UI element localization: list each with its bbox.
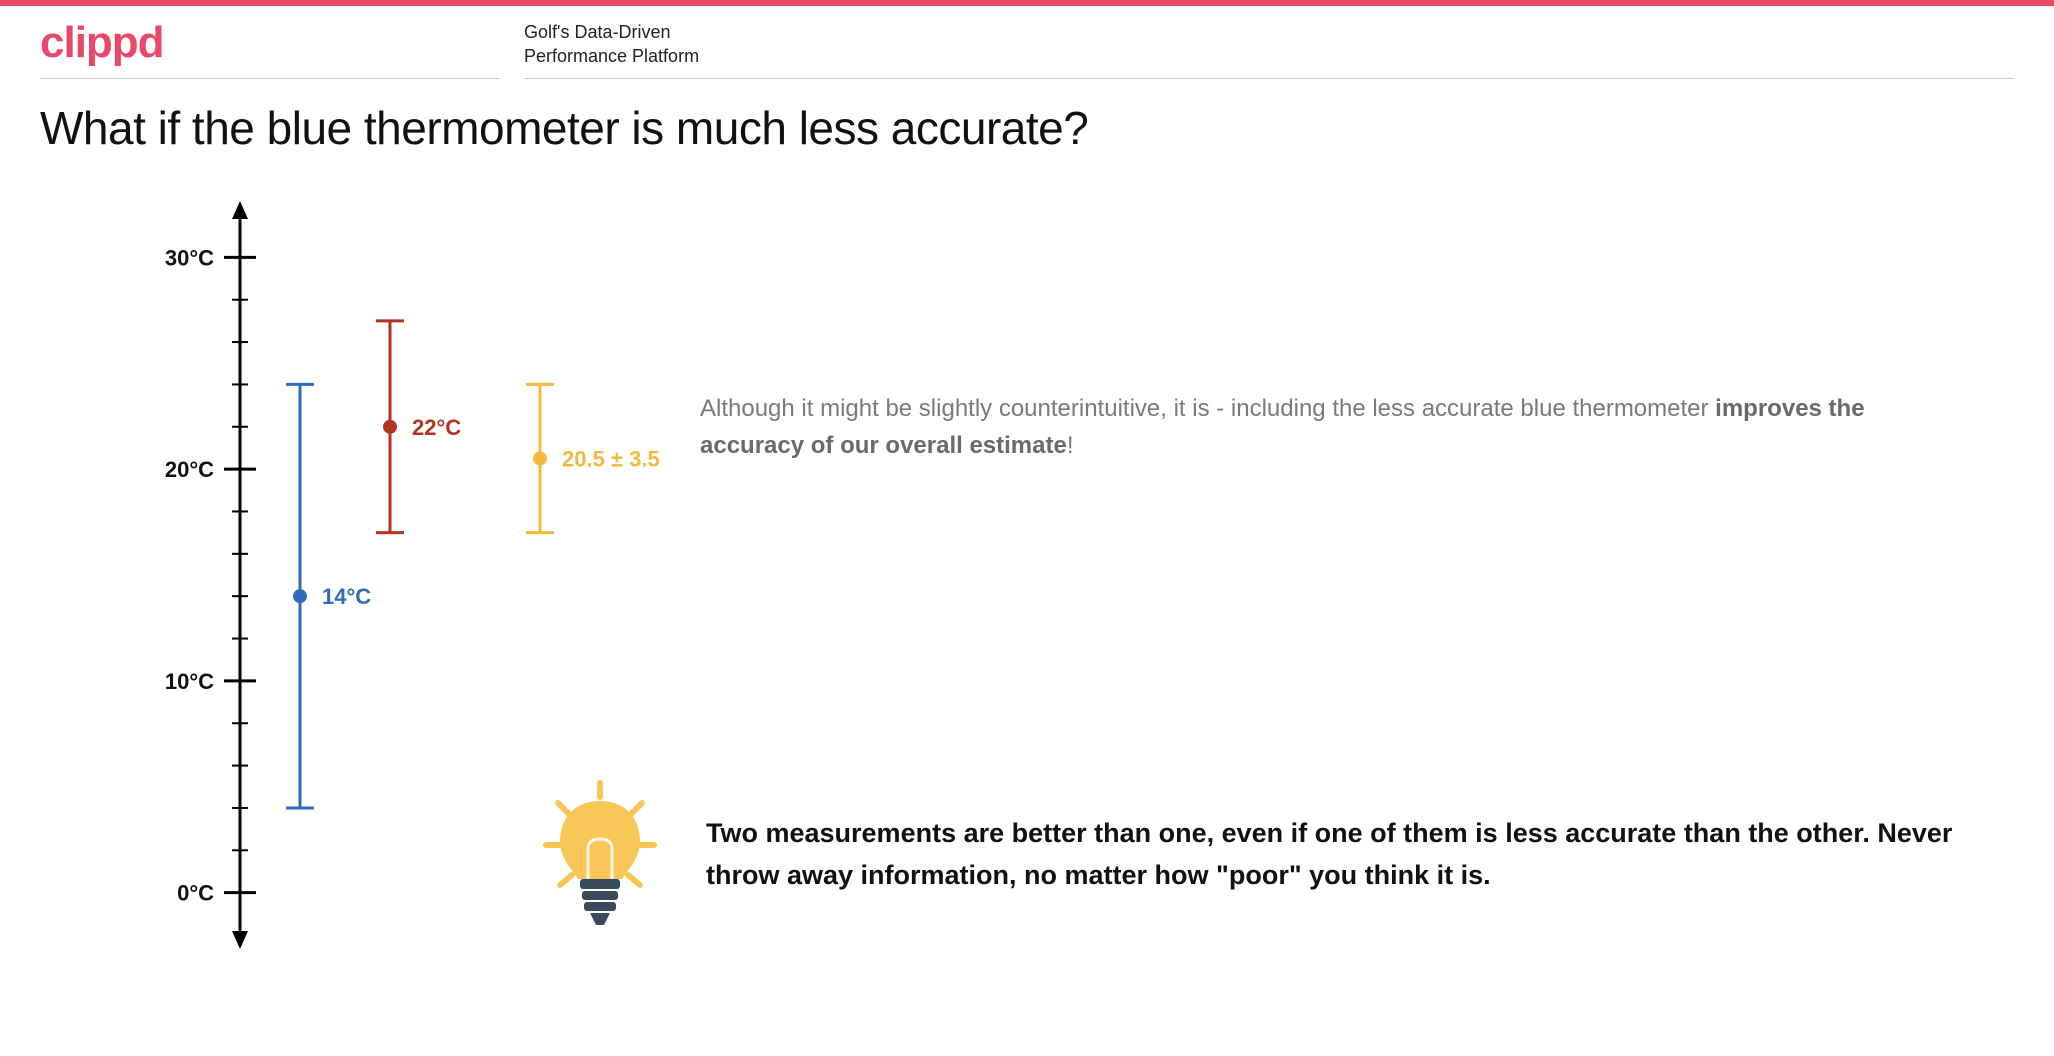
axis-tick-label: 20°C	[165, 457, 214, 482]
axis-tick-label: 10°C	[165, 669, 214, 694]
point-red	[383, 420, 397, 434]
content: 0°C 10°C 20°C 30°C 14°C 22°C 20.5 ± 3.5°C Alth…	[0, 165, 2054, 1015]
header: clippd Golf's Data-Driven Performance Pl…	[0, 6, 2054, 79]
tagline-line1: Golf's Data-Driven	[524, 22, 670, 42]
axis-tick-label: 30°C	[165, 245, 214, 270]
point-label-blue: 14°C	[322, 584, 371, 609]
logo-block: clippd	[40, 18, 500, 79]
tagline-block: Golf's Data-Driven Performance Platform	[524, 21, 2014, 79]
lightbulb-icon	[530, 775, 670, 935]
axis-tick-label: 0°C	[177, 881, 214, 906]
text-column: Although it might be slightly counterint…	[700, 195, 2014, 975]
point-label-red: 22°C	[412, 415, 461, 440]
tagline-line2: Performance Platform	[524, 46, 699, 66]
point-blue	[293, 589, 307, 603]
explanation-post: !	[1067, 432, 1074, 459]
takeaway-row: Two measurements are better than one, ev…	[530, 775, 1994, 935]
point-label-yellow: 20.5 ± 3.5°C	[562, 447, 660, 472]
point-yellow	[533, 452, 547, 466]
takeaway-text: Two measurements are better than one, ev…	[706, 813, 1994, 897]
brand-tagline: Golf's Data-Driven Performance Platform	[524, 21, 2014, 68]
brand-logo: clippd	[40, 18, 500, 68]
page-title: What if the blue thermometer is much les…	[0, 79, 2054, 165]
explanation-text: Although it might be slightly counterint…	[700, 390, 1974, 464]
explanation-pre: Although it might be slightly counterint…	[700, 395, 1715, 422]
